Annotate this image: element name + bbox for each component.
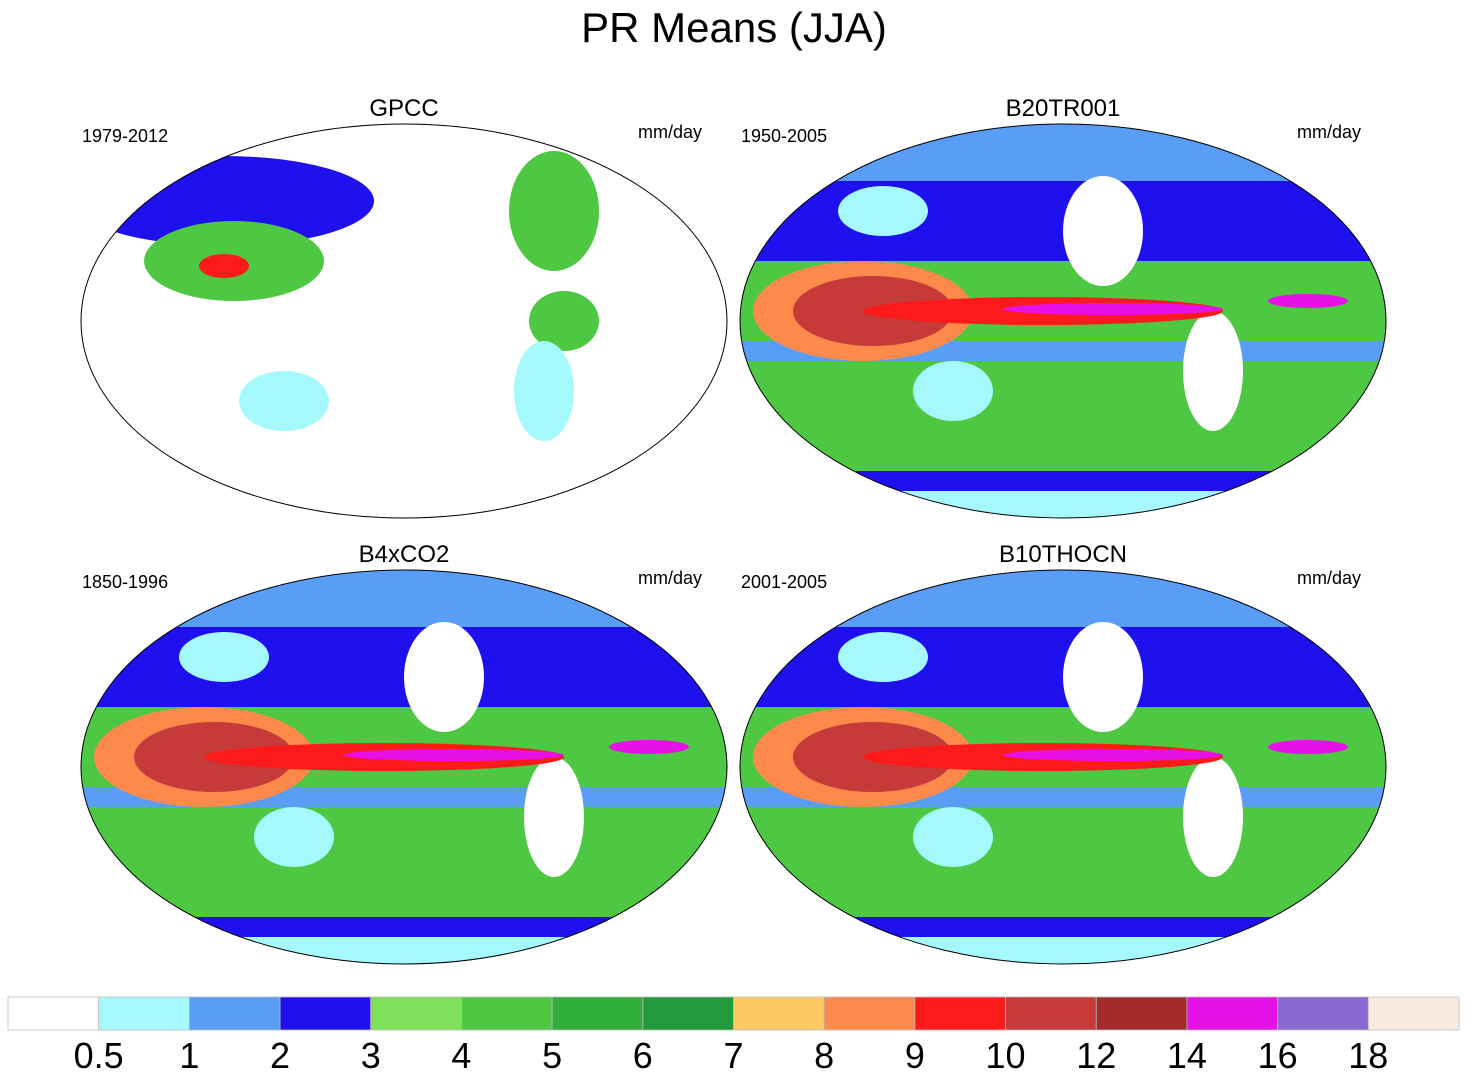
colorbar-box (1186, 996, 1279, 1031)
field-band (81, 807, 727, 917)
field-band (740, 361, 1386, 471)
colorbar-label: 2 (270, 1035, 290, 1076)
map-panel: B20TR001 1950-2005 mm/day (739, 95, 1387, 519)
field-band (81, 917, 727, 937)
colorbar-box (188, 996, 281, 1031)
map-border (80, 569, 728, 965)
colorbar-label: 10 (986, 1035, 1026, 1076)
colorbar-box (1005, 996, 1097, 1031)
panel-period: 2001-2005 (741, 572, 827, 592)
field-wet (1268, 294, 1348, 308)
colorbar-label: 4 (451, 1035, 471, 1076)
field-dry (254, 807, 334, 867)
colorbar-label: 5 (542, 1035, 562, 1076)
colorbar-box (279, 996, 372, 1031)
field-wet (609, 740, 689, 754)
map-panels: GPCC 1979-2012 mm/day B20TR001 1950-2005 mm/d… (80, 95, 1387, 965)
colorbar-label: 3 (361, 1035, 381, 1076)
map-panel: B10THOCN 2001-2005 mm/day (739, 541, 1387, 965)
field-dry (913, 807, 993, 867)
field-dry (1063, 176, 1143, 286)
map-border (739, 123, 1387, 519)
field-dry (1063, 622, 1143, 732)
colorbar-box (1095, 996, 1188, 1031)
field-band (740, 471, 1386, 491)
colorbar-label: 9 (905, 1035, 925, 1076)
colorbar-box (98, 996, 190, 1031)
field-dry (913, 361, 993, 421)
panel-units: mm/day (1297, 122, 1361, 142)
panel-units: mm/day (638, 122, 702, 142)
panel-period: 1950-2005 (741, 126, 827, 146)
colorbar-label: 12 (1076, 1035, 1116, 1076)
field-wet (1268, 740, 1348, 754)
field-band (81, 937, 727, 964)
field-wet (1003, 303, 1223, 315)
field-dry (179, 632, 269, 682)
field-land (239, 371, 329, 431)
panel-title: B10THOCN (999, 541, 1127, 568)
colorbar-label: 8 (814, 1035, 834, 1076)
field-land (509, 151, 599, 271)
colorbar-box (914, 996, 1006, 1031)
colorbar-label: 14 (1167, 1035, 1207, 1076)
field-land (199, 254, 249, 278)
panel-title: B4xCO2 (359, 541, 450, 568)
field-wet (344, 749, 564, 761)
panel-title: GPCC (369, 95, 438, 122)
colorbar-label: 1 (179, 1035, 199, 1076)
colorbar-box (370, 996, 462, 1031)
panel-period: 1850-1996 (82, 572, 168, 592)
field-dry (1183, 757, 1243, 877)
field-dry (838, 186, 928, 236)
map-field (81, 124, 727, 518)
map-border (80, 123, 728, 519)
field-dry (404, 622, 484, 732)
colorbar-box (7, 996, 100, 1031)
colorbar-box (461, 996, 553, 1031)
field-band (740, 491, 1386, 518)
colorbar-label: 6 (633, 1035, 653, 1076)
colorbar-box (642, 996, 734, 1031)
colorbar-label: 0.5 (74, 1035, 124, 1076)
colorbar-box (823, 996, 916, 1031)
colorbar-box (551, 996, 644, 1031)
field-land (529, 291, 599, 351)
panel-period: 1979-2012 (82, 126, 168, 146)
figure-title: PR Means (JJA) (581, 4, 887, 51)
panel-title: B20TR001 (1006, 95, 1121, 122)
colorbar-box (733, 996, 825, 1031)
map-panel: GPCC 1979-2012 mm/day (80, 95, 728, 519)
colorbar-box (1277, 996, 1369, 1031)
map-field (740, 124, 1386, 518)
field-band (740, 917, 1386, 937)
panel-units: mm/day (638, 568, 702, 588)
colorbar: 0.5 1 2 3 4 5 6 7 8 9 10 12 14 16 18 (7, 996, 1460, 1076)
colorbar-label: 16 (1258, 1035, 1298, 1076)
map-field (740, 570, 1386, 964)
field-land (514, 341, 574, 441)
colorbar-label: 7 (723, 1035, 743, 1076)
field-wet (1003, 749, 1223, 761)
field-band (740, 937, 1386, 964)
panel-units: mm/day (1297, 568, 1361, 588)
field-dry (1183, 311, 1243, 431)
field-band (740, 807, 1386, 917)
field-dry (838, 632, 928, 682)
colorbar-box (1367, 996, 1460, 1031)
colorbar-label: 18 (1348, 1035, 1388, 1076)
map-border (739, 569, 1387, 965)
map-field (81, 570, 727, 964)
field-dry (524, 757, 584, 877)
map-panel: B4xCO2 1850-1996 mm/day (80, 541, 728, 965)
